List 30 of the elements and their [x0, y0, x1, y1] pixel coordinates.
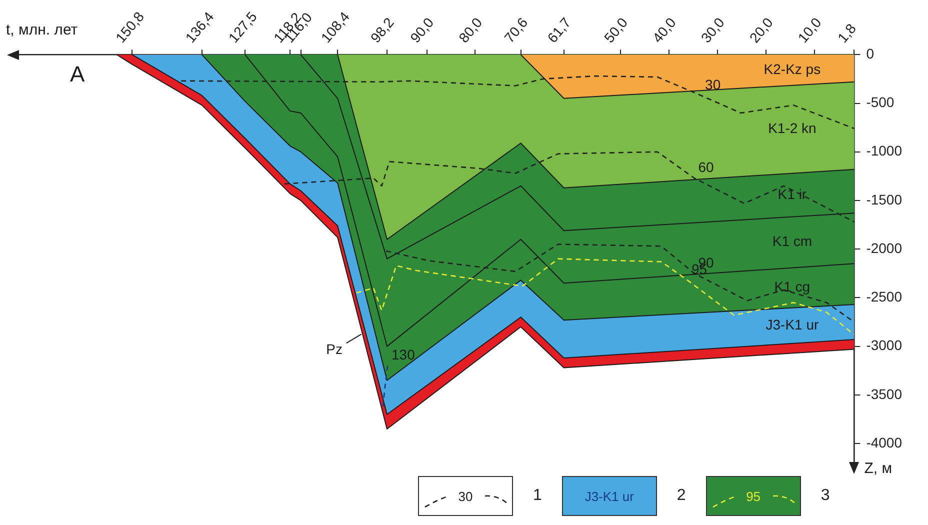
y-tick-label: -1000 — [866, 142, 902, 159]
y-tick-label: -3500 — [866, 386, 902, 402]
x-axis-title: t, млн. лет — [6, 22, 78, 39]
annotation: 60 — [698, 158, 714, 175]
swatch-box: 95 — [706, 476, 801, 516]
series-label: K1-2 kn — [768, 120, 816, 136]
line-series — [356, 258, 854, 336]
series-label: K1 cm — [772, 233, 812, 250]
y-axis-title: Z, м — [864, 460, 892, 478]
y-tick-label: -2500 — [866, 288, 902, 305]
series-label: J3-K1 ur — [766, 316, 819, 333]
y-tick-label: -4000 — [866, 434, 902, 450]
x-tick-label: 1,8 — [834, 20, 860, 46]
y-tick-label: -1500 — [866, 191, 902, 208]
text: 3 — [820, 487, 830, 505]
legend-label: Pz — [326, 341, 342, 358]
annotation: 30 — [705, 76, 721, 92]
text: 2 — [676, 487, 686, 505]
series-label: K2-Kz ps — [764, 60, 821, 77]
y-tick-label: 0 — [866, 45, 874, 62]
series-label: K1 cg — [774, 278, 810, 295]
annotation: 130 — [392, 346, 416, 363]
y-tick-label: -2000 — [866, 240, 902, 256]
y-tick-label: -3000 — [866, 337, 902, 354]
swatch-box: 30 — [418, 476, 513, 516]
series-label: K1 ir — [778, 186, 807, 202]
annotation: A — [70, 62, 85, 87]
swatch-box: J3-K1 ur — [562, 476, 657, 516]
text: 1 — [533, 487, 542, 505]
y-tick-label: -500 — [866, 94, 894, 110]
